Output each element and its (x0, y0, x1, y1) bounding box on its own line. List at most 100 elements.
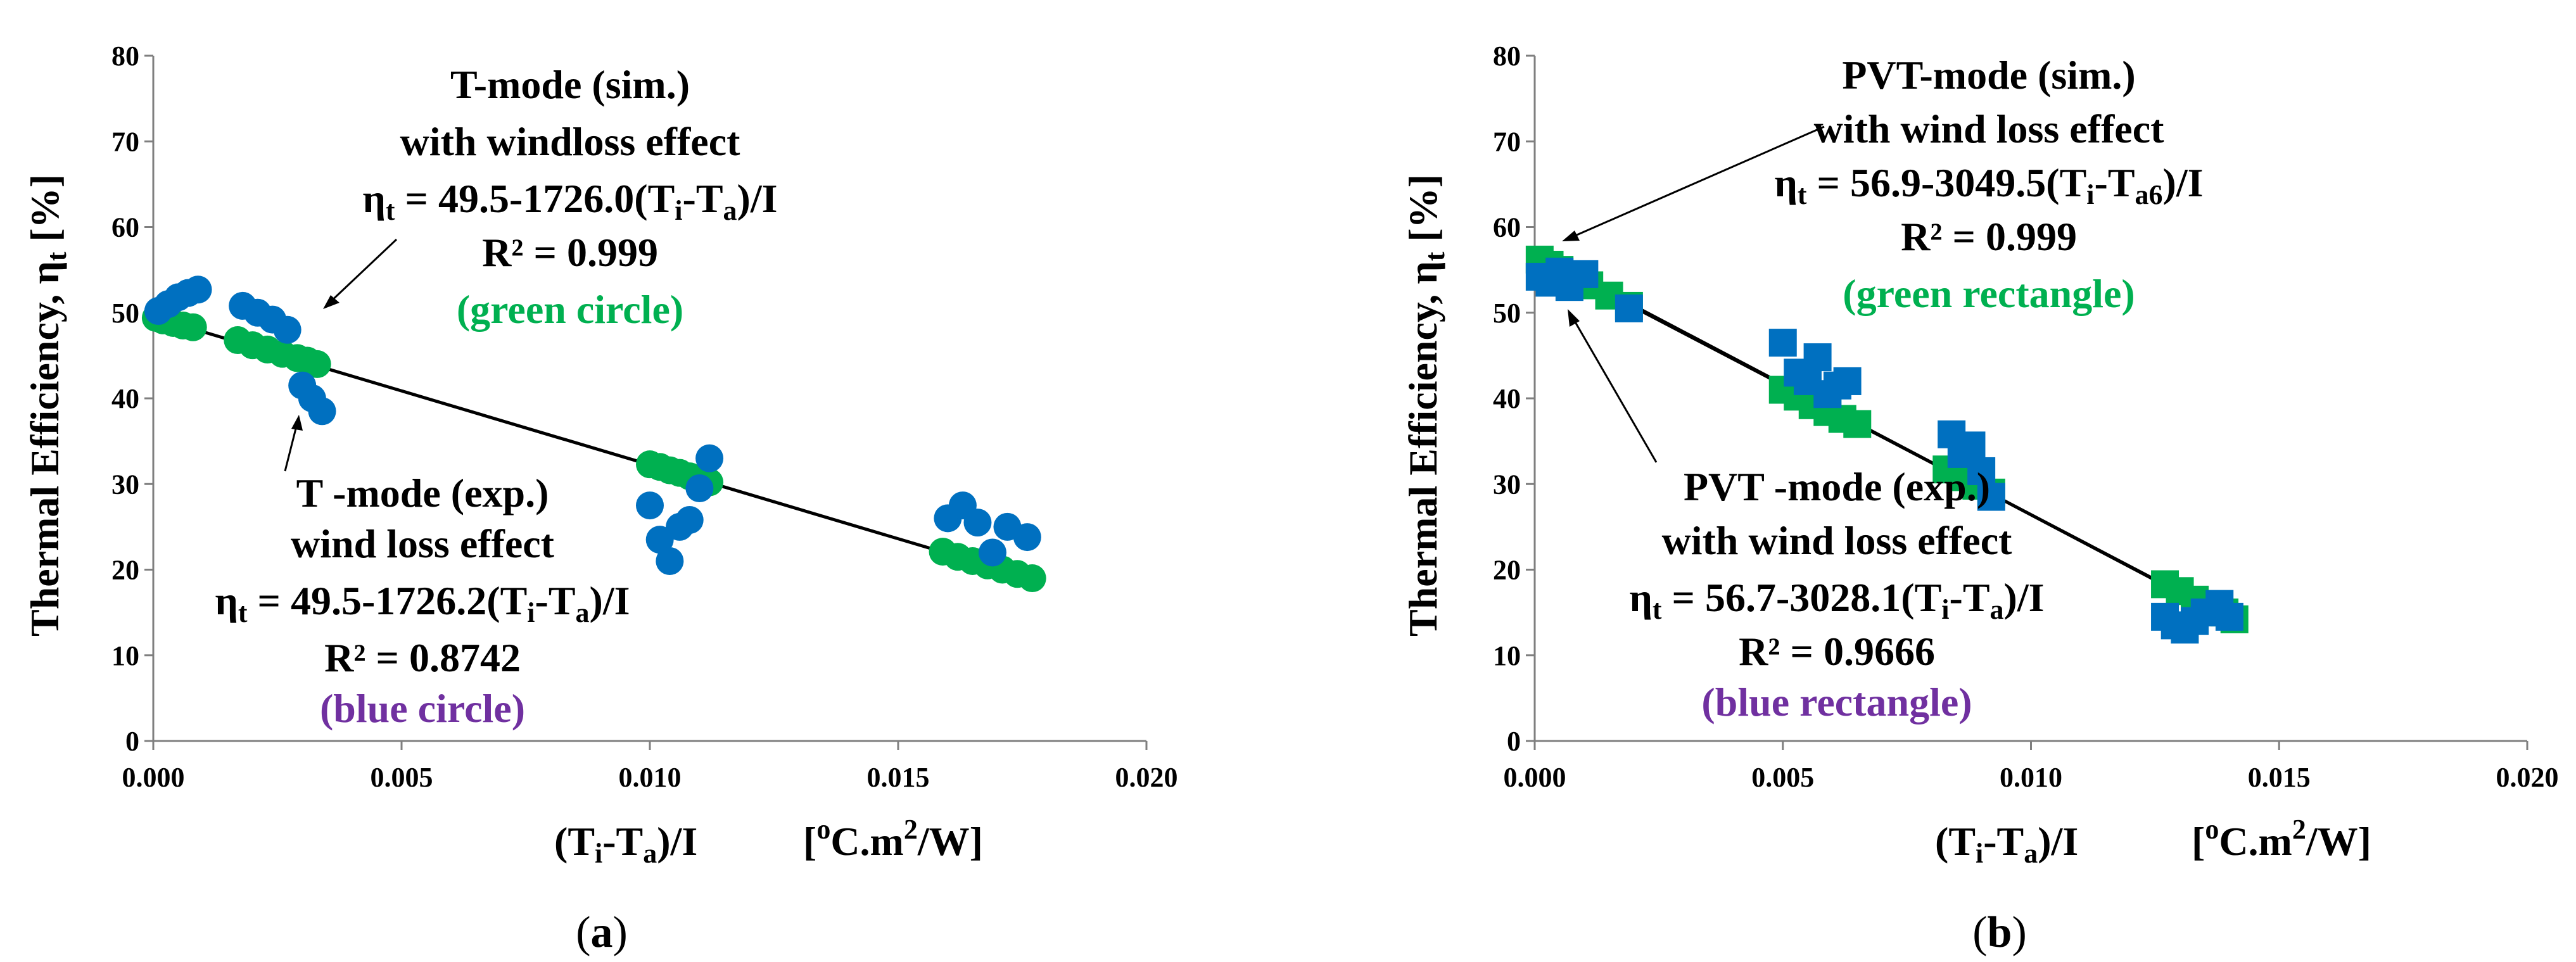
panel-b-y-tick-label: 0 (1507, 726, 1521, 757)
panel-a-blue-point (308, 397, 336, 426)
panel-a-y-tick-label: 10 (111, 640, 139, 671)
panel-a-arrows (284, 238, 398, 472)
panel-b-x-tick-labels: 0.000 0.005 0.010 0.015 0.020 (1504, 762, 2559, 793)
panel-b-blue-point (1957, 431, 1986, 460)
panel-b-y-axis-title: Thermal Efficiency, ηt [%] (1400, 174, 1450, 636)
panel-b-axes (1526, 54, 2528, 750)
svg-text:(blue rectangle): (blue rectangle) (1701, 680, 1972, 725)
svg-text:R² = 0.8742: R² = 0.8742 (324, 635, 521, 680)
panel-a-blue-point (1013, 523, 1041, 552)
panel-a-blue-point (963, 509, 992, 537)
panel-b-x-axis-formula: (Ti-Ta)/I (1935, 819, 2078, 869)
panel-a-x-tick-label: 0.020 (1115, 762, 1178, 793)
panel-a-x-tick-label: 0.000 (122, 762, 185, 793)
panel-a-label: (a) (576, 908, 628, 957)
panel-a-x-tick-label: 0.005 (371, 762, 433, 793)
panel-b-arrow-sim (1569, 125, 1825, 239)
panel-b-label: (b) (1972, 908, 2027, 957)
panel-a-blue-point (184, 275, 212, 304)
svg-text:PVT -mode (exp.): PVT -mode (exp.) (1684, 464, 1990, 509)
panel-b-x-tick-label: 0.010 (2000, 762, 2062, 793)
panel-a-y-axis-sub: t (41, 251, 72, 261)
panel-b-y-axis-unit: [%] (1400, 174, 1445, 242)
panel-a-arrowhead-sim (323, 295, 339, 309)
panel-a-green-point (1018, 564, 1046, 593)
panel-a-annotation-sim: T-mode (sim.) with windloss effect ηt = … (362, 62, 777, 332)
panel-b-y-tick-labels: 0 10 20 30 40 50 60 70 80 (1493, 41, 1521, 757)
panel-b-y-tick-label: 60 (1493, 212, 1521, 243)
panel-b-annotation-sim: PVT-mode (sim.) with wind loss effect ηt… (1774, 53, 2203, 316)
panel-b-x-tick-label: 0.000 (1504, 762, 1566, 793)
panel-b-blue-point (1803, 343, 1832, 372)
panel-a-y-tick-label: 20 (111, 555, 139, 586)
panel-b-x-tick-label: 0.020 (2496, 762, 2559, 793)
panel-b-blue-point (1833, 367, 1862, 395)
svg-text:(blue circle): (blue circle) (320, 686, 525, 731)
panel-a-blue-point (656, 547, 684, 575)
svg-text:ηt = 56.7-3028.1(Ti-Ta)/I: ηt = 56.7-3028.1(Ti-Ta)/I (1629, 575, 2044, 625)
panel-a-y-tick-label: 30 (111, 469, 139, 500)
panel-b-x-tick-label: 0.015 (2248, 762, 2311, 793)
svg-text:ηt = 49.5-1726.2(Ti-Ta)/I: ηt = 49.5-1726.2(Ti-Ta)/I (215, 578, 630, 628)
panel-a-data-points (141, 275, 1046, 593)
svg-text:T-mode (sim.): T-mode (sim.) (450, 62, 690, 107)
panel-b-arrows (1562, 125, 1825, 463)
panel-b-y-tick-label: 80 (1493, 41, 1521, 72)
panel-a-blue-point (695, 444, 724, 472)
panel-b-data-points (1525, 245, 2249, 644)
panel-a-blue-point (978, 538, 1006, 567)
panel-b-x-tick-label: 0.005 (1751, 762, 1814, 793)
panel-b-blue-point (2215, 602, 2243, 631)
panel-b-green-point (1843, 410, 1872, 438)
panel-a-y-tick-label: 70 (111, 126, 139, 157)
panel-b-y-tick-label: 50 (1493, 298, 1521, 329)
panel-a-y-tick-label: 80 (111, 41, 139, 72)
svg-text:ηt = 56.9-3049.5(Ti-Ta6)/I: ηt = 56.9-3049.5(Ti-Ta6)/I (1774, 160, 2203, 210)
panel-a-green-point (303, 350, 331, 378)
svg-text:with windloss effect: with windloss effect (400, 119, 741, 164)
panel-a-arrow-exp (284, 421, 299, 472)
svg-text:PVT-mode (sim.): PVT-mode (sim.) (1842, 53, 2135, 98)
panel-b-y-axis-sub: t (1419, 251, 1450, 261)
panel-b-y-axis-label: Thermal Efficiency, η (1400, 261, 1445, 636)
panel-a-x-tick-label: 0.015 (867, 762, 930, 793)
panel-a-y-tick-label: 40 (111, 383, 139, 414)
svg-text:(green circle): (green circle) (457, 287, 683, 332)
svg-text:T -mode (exp.): T -mode (exp.) (296, 471, 549, 516)
panel-a-y-tick-labels: 0 10 20 30 40 50 60 70 80 (111, 41, 139, 757)
panel-b-annotation-exp: PVT -mode (exp.) with wind loss effect η… (1629, 464, 2044, 725)
panel-b-y-tick-label: 70 (1493, 126, 1521, 157)
svg-text:(green rectangle): (green rectangle) (1843, 271, 2135, 316)
panel-a-annotation-exp: T -mode (exp.) wind loss effect ηt = 49.… (215, 471, 630, 731)
svg-text:ηt = 49.5-1726.0(Ti-Ta)/I: ηt = 49.5-1726.0(Ti-Ta)/I (362, 176, 777, 226)
svg-text:R² = 0.999: R² = 0.999 (482, 230, 658, 275)
panel-a-y-axis-title: Thermal Efficiency, ηt [%] (22, 174, 72, 636)
panel-a-y-axis-unit: [%] (22, 174, 67, 242)
svg-text:wind loss effect: wind loss effect (291, 521, 555, 566)
panel-b-blue-point (1570, 260, 1599, 288)
panel-b-blue-point (1967, 457, 1996, 485)
panel-a-arrow-sim (327, 238, 398, 305)
svg-text:R² = 0.999: R² = 0.999 (1901, 214, 2077, 259)
svg-text:with wind loss effect: with wind loss effect (1662, 518, 2013, 563)
panel-b-fit-lines (1533, 252, 2235, 624)
panel-b-blue-point (1615, 294, 1643, 322)
svg-text:with wind loss effect: with wind loss effect (1814, 106, 2165, 151)
svg-text:R² = 0.9666: R² = 0.9666 (1739, 629, 1935, 674)
panel-b-arrow-exp (1571, 316, 1658, 463)
panel-a-y-tick-label: 0 (125, 726, 139, 757)
panel-b-blue-point (1977, 483, 2005, 511)
panel-a-x-axis-formula: (Ti-Ta)/I (554, 819, 697, 869)
panel-b-arrowhead-exp (1568, 309, 1580, 327)
panel-a-axes (144, 54, 1148, 750)
panel-a-blue-point (645, 526, 674, 554)
panel-b-x-axis-unit: [oC.m2/W] (2192, 814, 2371, 864)
panel-a-y-axis-label: Thermal Efficiency, η (22, 261, 67, 636)
panel-a-y-tick-label: 60 (111, 212, 139, 243)
panel-b-y-tick-label: 40 (1493, 383, 1521, 414)
panel-a-x-axis-unit: [oC.m2/W] (803, 814, 983, 864)
panel-a-blue-point (273, 315, 301, 344)
